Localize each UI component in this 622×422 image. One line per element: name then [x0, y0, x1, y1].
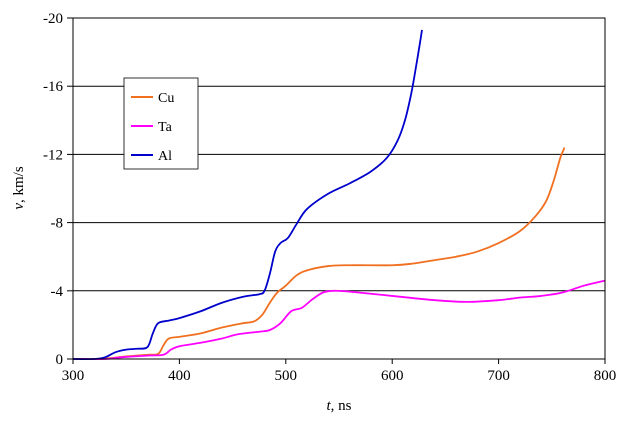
y-tick-label-2: -8: [51, 216, 64, 232]
x-axis-unit: , ns: [331, 398, 352, 414]
legend-label-al: Al: [158, 149, 172, 164]
x-tick-label-3: 600: [381, 368, 404, 384]
series-line-cu: [72, 147, 566, 360]
x-axis-ticks: 300 400 500 600 700 800: [62, 359, 617, 384]
y-axis-var: v: [11, 203, 27, 210]
y-axis-unit: , km/s: [11, 166, 27, 203]
x-axis-var: t: [326, 398, 331, 414]
series-line-ta: [72, 279, 606, 361]
legend-box: [123, 77, 199, 170]
x-tick-label-2: 500: [275, 368, 298, 384]
x-tick-label-1: 400: [168, 368, 191, 384]
series-line-al: [72, 29, 423, 361]
y-tick-label-5: -20: [43, 11, 63, 27]
x-tick-label-5: 800: [594, 368, 617, 384]
legend-label-ta: Ta: [158, 120, 173, 135]
x-axis-title: t, ns: [326, 398, 351, 414]
x-tick-label-4: 700: [487, 368, 510, 384]
y-axis-title: v, km/s: [11, 166, 27, 210]
x-tick-label-0: 300: [62, 368, 85, 384]
y-tick-label-1: -4: [51, 284, 64, 300]
legend: Cu Ta Al: [123, 77, 199, 170]
y-tick-label-0: 0: [56, 352, 64, 368]
plot-frame: [72, 17, 606, 360]
y-tick-label-3: -12: [43, 147, 63, 163]
y-axis-ticks: 0 -4 -8 -12 -16 -20: [43, 11, 73, 368]
series-layer: [72, 29, 606, 361]
legend-label-cu: Cu: [158, 91, 174, 106]
y-tick-label-4: -16: [43, 79, 63, 95]
